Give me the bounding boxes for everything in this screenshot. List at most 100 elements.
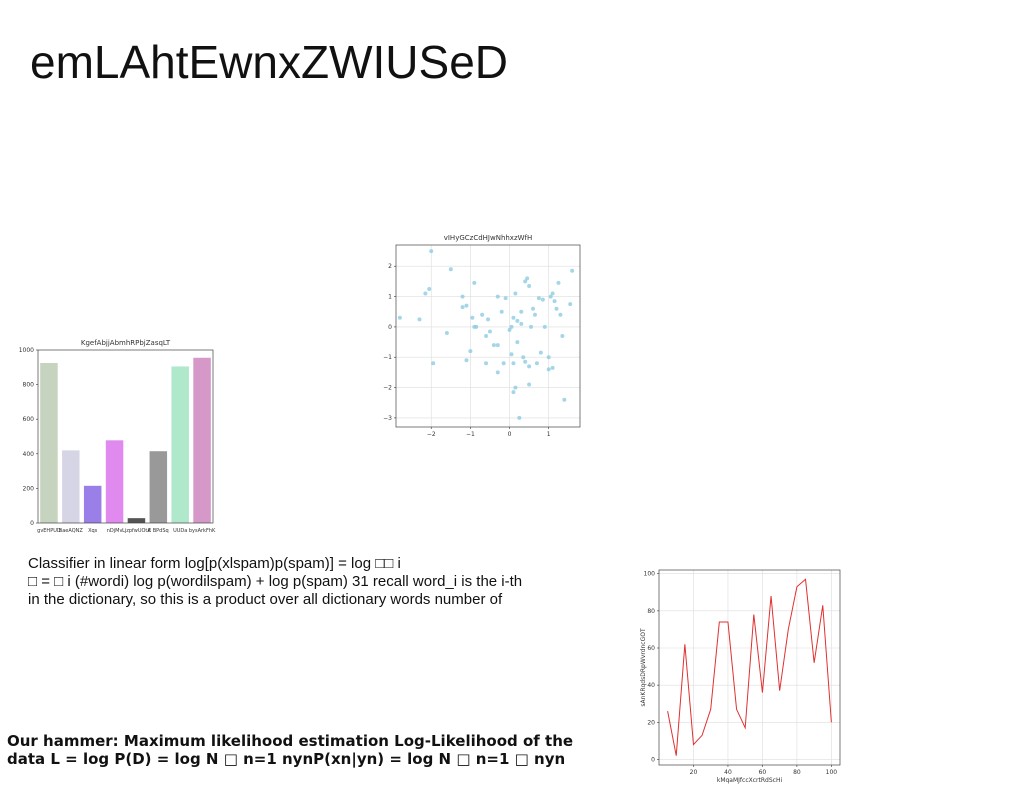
x-tick-label: Xqs	[88, 528, 98, 534]
point	[534, 361, 539, 366]
y-tick-label: 0	[651, 756, 655, 763]
point	[495, 343, 500, 348]
point	[427, 286, 432, 291]
y-tick-label: 800	[23, 382, 35, 389]
point	[511, 361, 516, 366]
bar	[83, 485, 102, 523]
point	[529, 324, 534, 329]
point	[472, 280, 477, 285]
point	[417, 317, 422, 322]
bar	[40, 362, 58, 523]
bar	[127, 518, 146, 523]
bar	[62, 450, 80, 523]
point	[550, 365, 555, 370]
point	[570, 268, 575, 273]
point	[460, 294, 465, 299]
chart-title: KgefAbjjAbmhRPbjZasqLT	[81, 339, 171, 347]
point	[495, 370, 500, 375]
point	[558, 312, 563, 317]
point	[513, 291, 518, 296]
body-line: in the dictionary, so this is a product …	[28, 591, 503, 608]
plot-frame	[395, 244, 581, 428]
x-tick-label: −1	[466, 431, 475, 438]
point	[517, 415, 522, 420]
point	[431, 361, 436, 366]
point	[448, 267, 453, 272]
x-tick-label: nDjMv	[107, 528, 123, 534]
point	[470, 315, 475, 320]
point	[509, 324, 514, 329]
point	[423, 291, 428, 296]
point	[507, 327, 512, 332]
y-tick-label: 400	[23, 451, 35, 458]
x-tick-label: UUDa	[173, 528, 187, 534]
x-tick-label: bysArkFhK	[189, 528, 216, 534]
x-tick-label: 20	[690, 769, 698, 776]
point	[556, 280, 561, 285]
point	[397, 315, 402, 320]
footer-line: Our hammer: Maximum likelihood estimatio…	[7, 732, 573, 750]
body-line: Classifier in linear form log[p(xlspam)p…	[28, 555, 401, 572]
line	[667, 578, 832, 756]
x-tick-label: 0	[508, 431, 512, 438]
point	[429, 249, 434, 254]
y-tick-label: 1000	[19, 347, 34, 354]
point	[527, 364, 532, 369]
y-tick-label: −1	[383, 354, 392, 361]
point	[511, 315, 516, 320]
x-axis-label: kMqaMJfccXcrtRdScHi	[717, 777, 783, 784]
point	[509, 352, 514, 357]
plot-frame	[37, 349, 214, 524]
point	[523, 359, 528, 364]
y-tick-label: 0	[388, 324, 392, 331]
y-tick-label: 80	[647, 608, 655, 615]
point	[511, 390, 516, 395]
point	[548, 294, 553, 299]
x-tick-label: 80	[793, 769, 801, 776]
point	[464, 358, 469, 363]
point	[550, 291, 555, 296]
footer-line: data L = log P(D) = log N □ n=1 nynP(xn|…	[7, 750, 565, 769]
bar	[105, 440, 124, 523]
bar	[149, 451, 168, 523]
point	[501, 361, 506, 366]
point	[531, 306, 536, 311]
point	[484, 334, 489, 338]
point	[519, 309, 524, 314]
body-line: □ = □ i (#wordi) log p(wordilspam) + log…	[28, 573, 522, 590]
point	[464, 303, 469, 308]
point	[568, 302, 573, 307]
point	[444, 330, 449, 335]
y-tick-label: 2	[388, 263, 392, 270]
point	[495, 294, 500, 299]
point	[527, 382, 532, 387]
point	[460, 305, 465, 310]
bar	[193, 357, 211, 523]
point	[484, 361, 489, 366]
y-tick-label: 1	[388, 294, 392, 301]
chart-title: vIHyGCzCdHJwNhhxzWfH	[444, 234, 533, 242]
x-tick-label: 60	[759, 769, 767, 776]
x-tick-label: LjzpfwUOtA	[122, 528, 151, 534]
y-tick-label: 60	[647, 645, 655, 652]
point	[503, 296, 508, 301]
point	[519, 321, 524, 326]
y-axis-label: sAnKRqdsDRpWvrdncGOT	[640, 628, 647, 707]
point	[487, 329, 492, 334]
point	[515, 340, 520, 345]
point	[546, 367, 551, 372]
plot-frame	[658, 569, 841, 766]
x-tick-label: BaeAQNZ	[59, 528, 84, 534]
point	[491, 343, 496, 348]
x-tick-label: 1	[547, 431, 551, 438]
y-tick-label: 100	[644, 571, 656, 578]
point	[536, 296, 541, 301]
point	[540, 297, 545, 302]
point	[554, 306, 559, 311]
point	[560, 334, 565, 338]
point	[542, 324, 547, 329]
point	[527, 283, 532, 288]
y-tick-label: 40	[647, 682, 655, 689]
